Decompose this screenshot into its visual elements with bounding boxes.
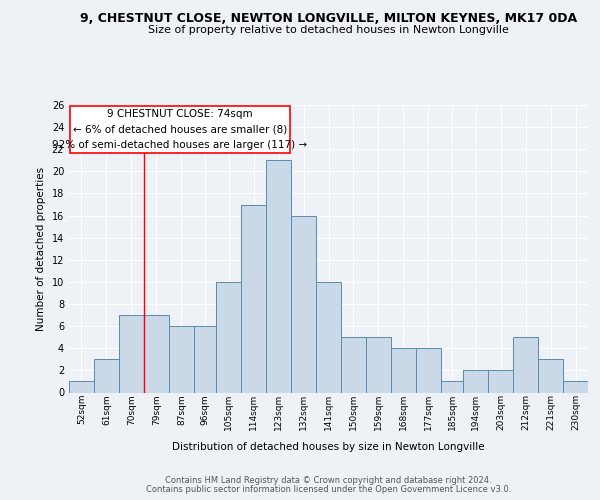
Bar [441,382,463,392]
FancyBboxPatch shape [70,106,290,152]
Bar [266,160,290,392]
Bar [217,282,241,393]
Text: Contains public sector information licensed under the Open Government Licence v3: Contains public sector information licen… [146,485,511,494]
Bar [463,370,488,392]
Bar [538,360,563,392]
Y-axis label: Number of detached properties: Number of detached properties [36,166,46,331]
Bar [341,337,365,392]
Bar [563,382,587,392]
Bar [367,337,391,392]
Bar [119,315,143,392]
Bar [488,370,512,392]
Text: 9 CHESTNUT CLOSE: 74sqm: 9 CHESTNUT CLOSE: 74sqm [107,109,253,119]
Bar [241,204,266,392]
Bar [194,326,216,392]
Text: Contains HM Land Registry data © Crown copyright and database right 2024.: Contains HM Land Registry data © Crown c… [166,476,492,485]
Bar [316,282,341,393]
Bar [169,326,194,392]
Bar [391,348,416,393]
Text: ← 6% of detached houses are smaller (8): ← 6% of detached houses are smaller (8) [73,124,287,134]
Text: 9, CHESTNUT CLOSE, NEWTON LONGVILLE, MILTON KEYNES, MK17 0DA: 9, CHESTNUT CLOSE, NEWTON LONGVILLE, MIL… [80,12,577,26]
Text: Distribution of detached houses by size in Newton Longville: Distribution of detached houses by size … [172,442,485,452]
Bar [70,382,94,392]
Bar [94,360,119,392]
Text: Size of property relative to detached houses in Newton Longville: Size of property relative to detached ho… [148,25,509,35]
Bar [514,337,538,392]
Bar [145,315,169,392]
Bar [292,216,316,392]
Bar [416,348,440,393]
Text: 92% of semi-detached houses are larger (117) →: 92% of semi-detached houses are larger (… [52,140,308,150]
